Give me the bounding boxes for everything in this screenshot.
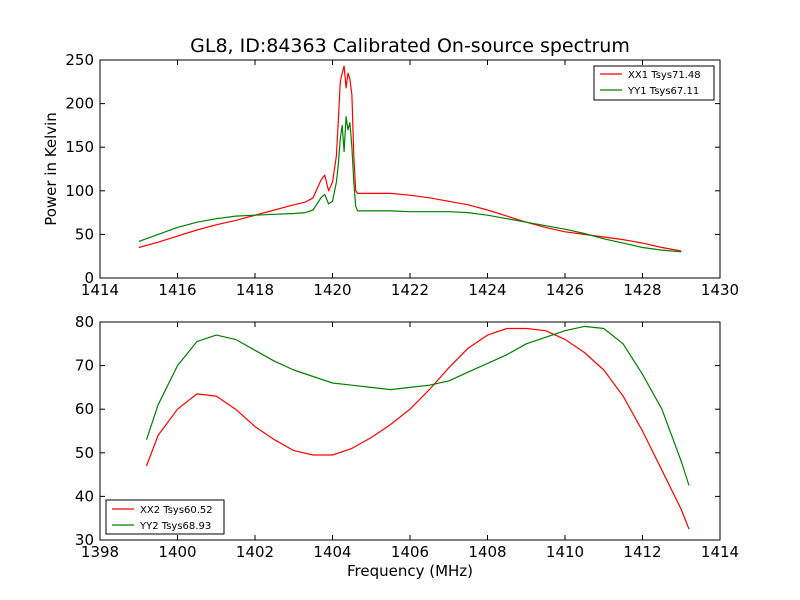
top-chart-y-axis-label: Power in Kelvin [42, 112, 60, 226]
top-chart: GL8, ID:84363 Calibrated On-source spect… [42, 35, 739, 299]
bottom-y-tick-label: 40 [75, 487, 94, 505]
bottom-x-tick-label: 1398 [81, 543, 119, 561]
bottom-series-line-red [145, 327, 690, 530]
bottom-x-tick-label: 1404 [313, 543, 351, 561]
bottom-axis-ticks: 1398 1400 1402 1404 1406 1408 1410 1412 1414 30 40… [75, 313, 739, 561]
bottom-x-tick-label: 1412 [623, 543, 661, 561]
top-y-tick-label: 150 [65, 138, 94, 156]
top-legend: XX1 Tsys71.48 YY1 Tsys67.11 [593, 65, 715, 101]
top-series-line-red [138, 65, 682, 252]
top-axis-ticks: 1414 1416 1418 1420 1422 1424 1426 1428 1430 0 50 1… [65, 51, 739, 299]
top-y-tick-label: 100 [65, 182, 94, 200]
bottom-x-tick-label: 1402 [236, 543, 274, 561]
top-legend-box [593, 65, 715, 101]
top-y-tick-label: 50 [75, 225, 94, 243]
bottom-y-tick-label: 30 [75, 531, 94, 549]
top-plot-frame [99, 59, 721, 279]
top-legend-label-xx1: XX1 Tsys71.48 [628, 70, 701, 81]
top-legend-label-yy1: YY1 Tsys67.11 [627, 86, 699, 97]
bottom-series [145, 325, 690, 530]
top-y-tick-label: 0 [84, 269, 94, 287]
bottom-chart: Frequency (MHz) 1398 1400 1402 1404 1406 1408… [75, 313, 739, 580]
top-x-tick-label: 1416 [158, 281, 196, 299]
top-series [138, 65, 682, 253]
top-series-line-green [138, 116, 682, 253]
bottom-y-tick-label: 60 [75, 400, 94, 418]
bottom-legend-label-yy2: YY2 Tsys68.93 [139, 521, 211, 532]
top-y-tick-label: 250 [65, 51, 94, 69]
top-x-tick-label: 1426 [546, 281, 584, 299]
bottom-y-tick-label: 70 [75, 357, 94, 375]
top-x-tick-label: 1424 [468, 281, 506, 299]
bottom-x-tick-label: 1400 [158, 543, 196, 561]
bottom-legend-box [105, 499, 225, 535]
bottom-legend-label-xx2: XX2 Tsys60.52 [140, 505, 213, 516]
bottom-y-tick-label: 50 [75, 444, 94, 462]
top-y-tick-label: 200 [65, 95, 94, 113]
bottom-x-tick-label: 1408 [468, 543, 506, 561]
bottom-series-line-green [145, 325, 690, 486]
top-x-tick-label: 1430 [701, 281, 739, 299]
top-x-tick-label: 1418 [236, 281, 274, 299]
top-x-tick-label: 1422 [391, 281, 429, 299]
top-x-tick-label: 1414 [81, 281, 119, 299]
bottom-y-tick-label: 80 [75, 313, 94, 331]
top-chart-title: GL8, ID:84363 Calibrated On-source spect… [190, 35, 630, 57]
top-x-tick-label: 1428 [623, 281, 661, 299]
bottom-x-tick-label: 1410 [546, 543, 584, 561]
bottom-x-tick-label: 1414 [701, 543, 739, 561]
bottom-chart-x-axis-label: Frequency (MHz) [347, 562, 473, 580]
bottom-legend: XX2 Tsys60.52 YY2 Tsys68.93 [105, 499, 225, 535]
bottom-x-tick-label: 1406 [391, 543, 429, 561]
bottom-plot-frame [99, 321, 721, 541]
top-x-tick-label: 1420 [313, 281, 351, 299]
